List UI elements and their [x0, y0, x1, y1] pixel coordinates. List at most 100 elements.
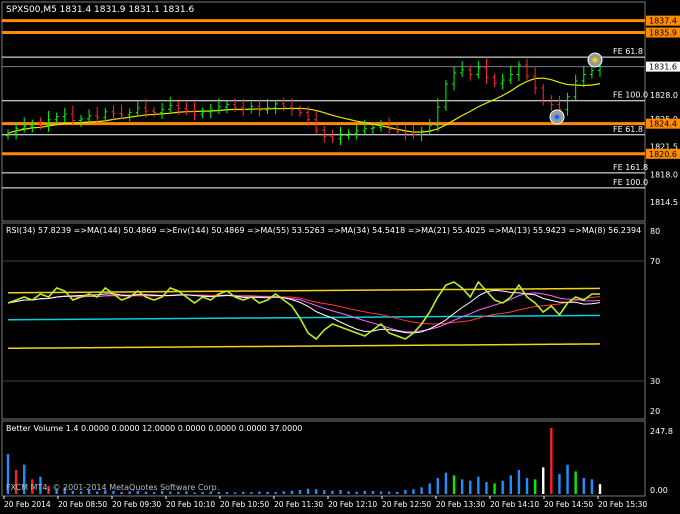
volume-bar [217, 491, 221, 494]
volume-bar [509, 475, 512, 494]
trade-marker-center-icon [554, 114, 560, 120]
level-price-tag-label: 1835.9 [649, 29, 677, 38]
trade-marker-center-icon [592, 57, 598, 63]
volume-bar [6, 454, 10, 494]
volume-bar [485, 482, 488, 494]
time-axis-label: 20 Feb 09:30 [112, 500, 161, 509]
volume-bar [144, 491, 148, 494]
level-price-tag [646, 27, 680, 38]
moving-average-line [7, 77, 601, 134]
main-panel-frame [1, 1, 646, 222]
volume-bar [128, 491, 131, 494]
volume-bar [582, 478, 585, 494]
volume-bar [177, 491, 180, 494]
current-price-tag [646, 61, 680, 72]
volume-bars [6, 428, 602, 494]
volume-bar [396, 491, 399, 494]
volume-bar [331, 490, 334, 494]
volume-bar [136, 490, 139, 494]
volume-bar [371, 491, 375, 494]
volume-bar [387, 491, 391, 494]
rsi-axis-tick-label: 30 [650, 377, 660, 386]
volume-bar [436, 478, 440, 494]
volume-bar [566, 464, 569, 494]
time-axis-label: 20 Feb 15:30 [598, 500, 647, 509]
volume-bar [550, 428, 553, 494]
price-axis-tick-label: 1821.5 [650, 143, 678, 152]
rsi-envelope-lower-line [7, 343, 601, 350]
volume-bar [160, 491, 164, 494]
volume-bar [23, 464, 26, 494]
main-chart-title: SPXS00,M5 1831.4 1831.9 1831.1 1831.6 [6, 5, 195, 15]
volume-bar [469, 480, 472, 494]
volume-bar [233, 492, 237, 494]
volume-bar [112, 490, 115, 494]
price-axis-tick-label: 1828.0 [650, 91, 678, 100]
volume-bar [323, 490, 326, 494]
volume-bar [517, 470, 521, 494]
volume-bar [444, 472, 448, 494]
volume-bar [79, 491, 83, 494]
volume-bar [225, 492, 229, 494]
volume-bar [201, 492, 204, 494]
volume-bar [258, 491, 261, 494]
volume-bar [314, 489, 318, 494]
time-axis-label: 20 Feb 11:30 [274, 500, 323, 509]
time-axis-label: 20 Feb 12:50 [382, 500, 431, 509]
fib-level-label: FE 161.8 [613, 163, 648, 172]
volume-bar [501, 480, 504, 494]
volume-bar [47, 486, 50, 494]
volume-bar [533, 479, 537, 494]
rsi-axis-tick-label: 70 [650, 257, 660, 266]
fib-level-label: FE 100.0 [613, 178, 648, 187]
volume-bar [363, 490, 367, 494]
volume-max-label: 247.8 [650, 427, 673, 436]
rsi-axis-tick-label: 20 [650, 407, 660, 416]
volume-bar [404, 490, 407, 494]
volume-bar [71, 490, 75, 494]
time-axis-label: 20 Feb 2014 [4, 500, 51, 509]
volume-bar [185, 491, 188, 494]
time-axis: 20 Feb 2014 20 Feb 08:50 20 Feb 09:30 20 Fe… [3, 496, 647, 509]
volume-bar [241, 491, 245, 494]
volume-bar [266, 491, 269, 494]
volume-bar [120, 491, 123, 494]
volume-bar [14, 470, 18, 494]
level-price-tag-label: 1837.4 [649, 17, 677, 26]
time-axis-label: 20 Feb 12:10 [328, 500, 377, 509]
fib-level-label: FE 61.8 [613, 47, 643, 56]
volume-bar [55, 489, 58, 494]
volume-bar [104, 490, 107, 494]
rsi-envelope-upper-line [7, 287, 601, 294]
rsi-axis-tick-label: 80 [650, 227, 660, 236]
volume-bar [339, 490, 342, 494]
time-axis-label: 20 Feb 14:10 [490, 500, 539, 509]
rsi-indicator-lines [2, 260, 645, 382]
rsi-indicator-title: RSI(34) 57.8239 =>MA(144) 50.4869 =>Env(… [6, 226, 641, 235]
trade-markers [549, 52, 603, 125]
volume-bar [590, 479, 594, 494]
volume-bar [282, 491, 285, 494]
volume-bar [274, 492, 277, 494]
time-axis-label: 20 Feb 10:50 [220, 500, 269, 509]
fib-level-label: FE 100.0 [613, 91, 648, 100]
volume-bar [598, 484, 602, 494]
volume-bar [542, 467, 545, 494]
volume-bar [460, 479, 464, 494]
copyright-watermark: FXCM MT4, © 2001-2014 MetaQuotes Softwar… [6, 483, 219, 492]
price-axis: 1831.61828.01825.01821.51818.01814.51837… [646, 15, 680, 207]
volume-bar [96, 491, 99, 494]
time-axis-label: 20 Feb 14:50 [544, 500, 593, 509]
time-axis-label: 20 Feb 13:30 [436, 500, 485, 509]
volume-panel-frame [1, 420, 646, 497]
volume-bar [63, 487, 66, 494]
volume-bar [39, 476, 42, 494]
volume-bar [298, 490, 302, 494]
volume-bar [412, 489, 415, 494]
volume-bar [193, 492, 196, 494]
volume-bar [31, 479, 34, 494]
volume-bar [477, 476, 480, 494]
level-price-tag [646, 118, 680, 129]
